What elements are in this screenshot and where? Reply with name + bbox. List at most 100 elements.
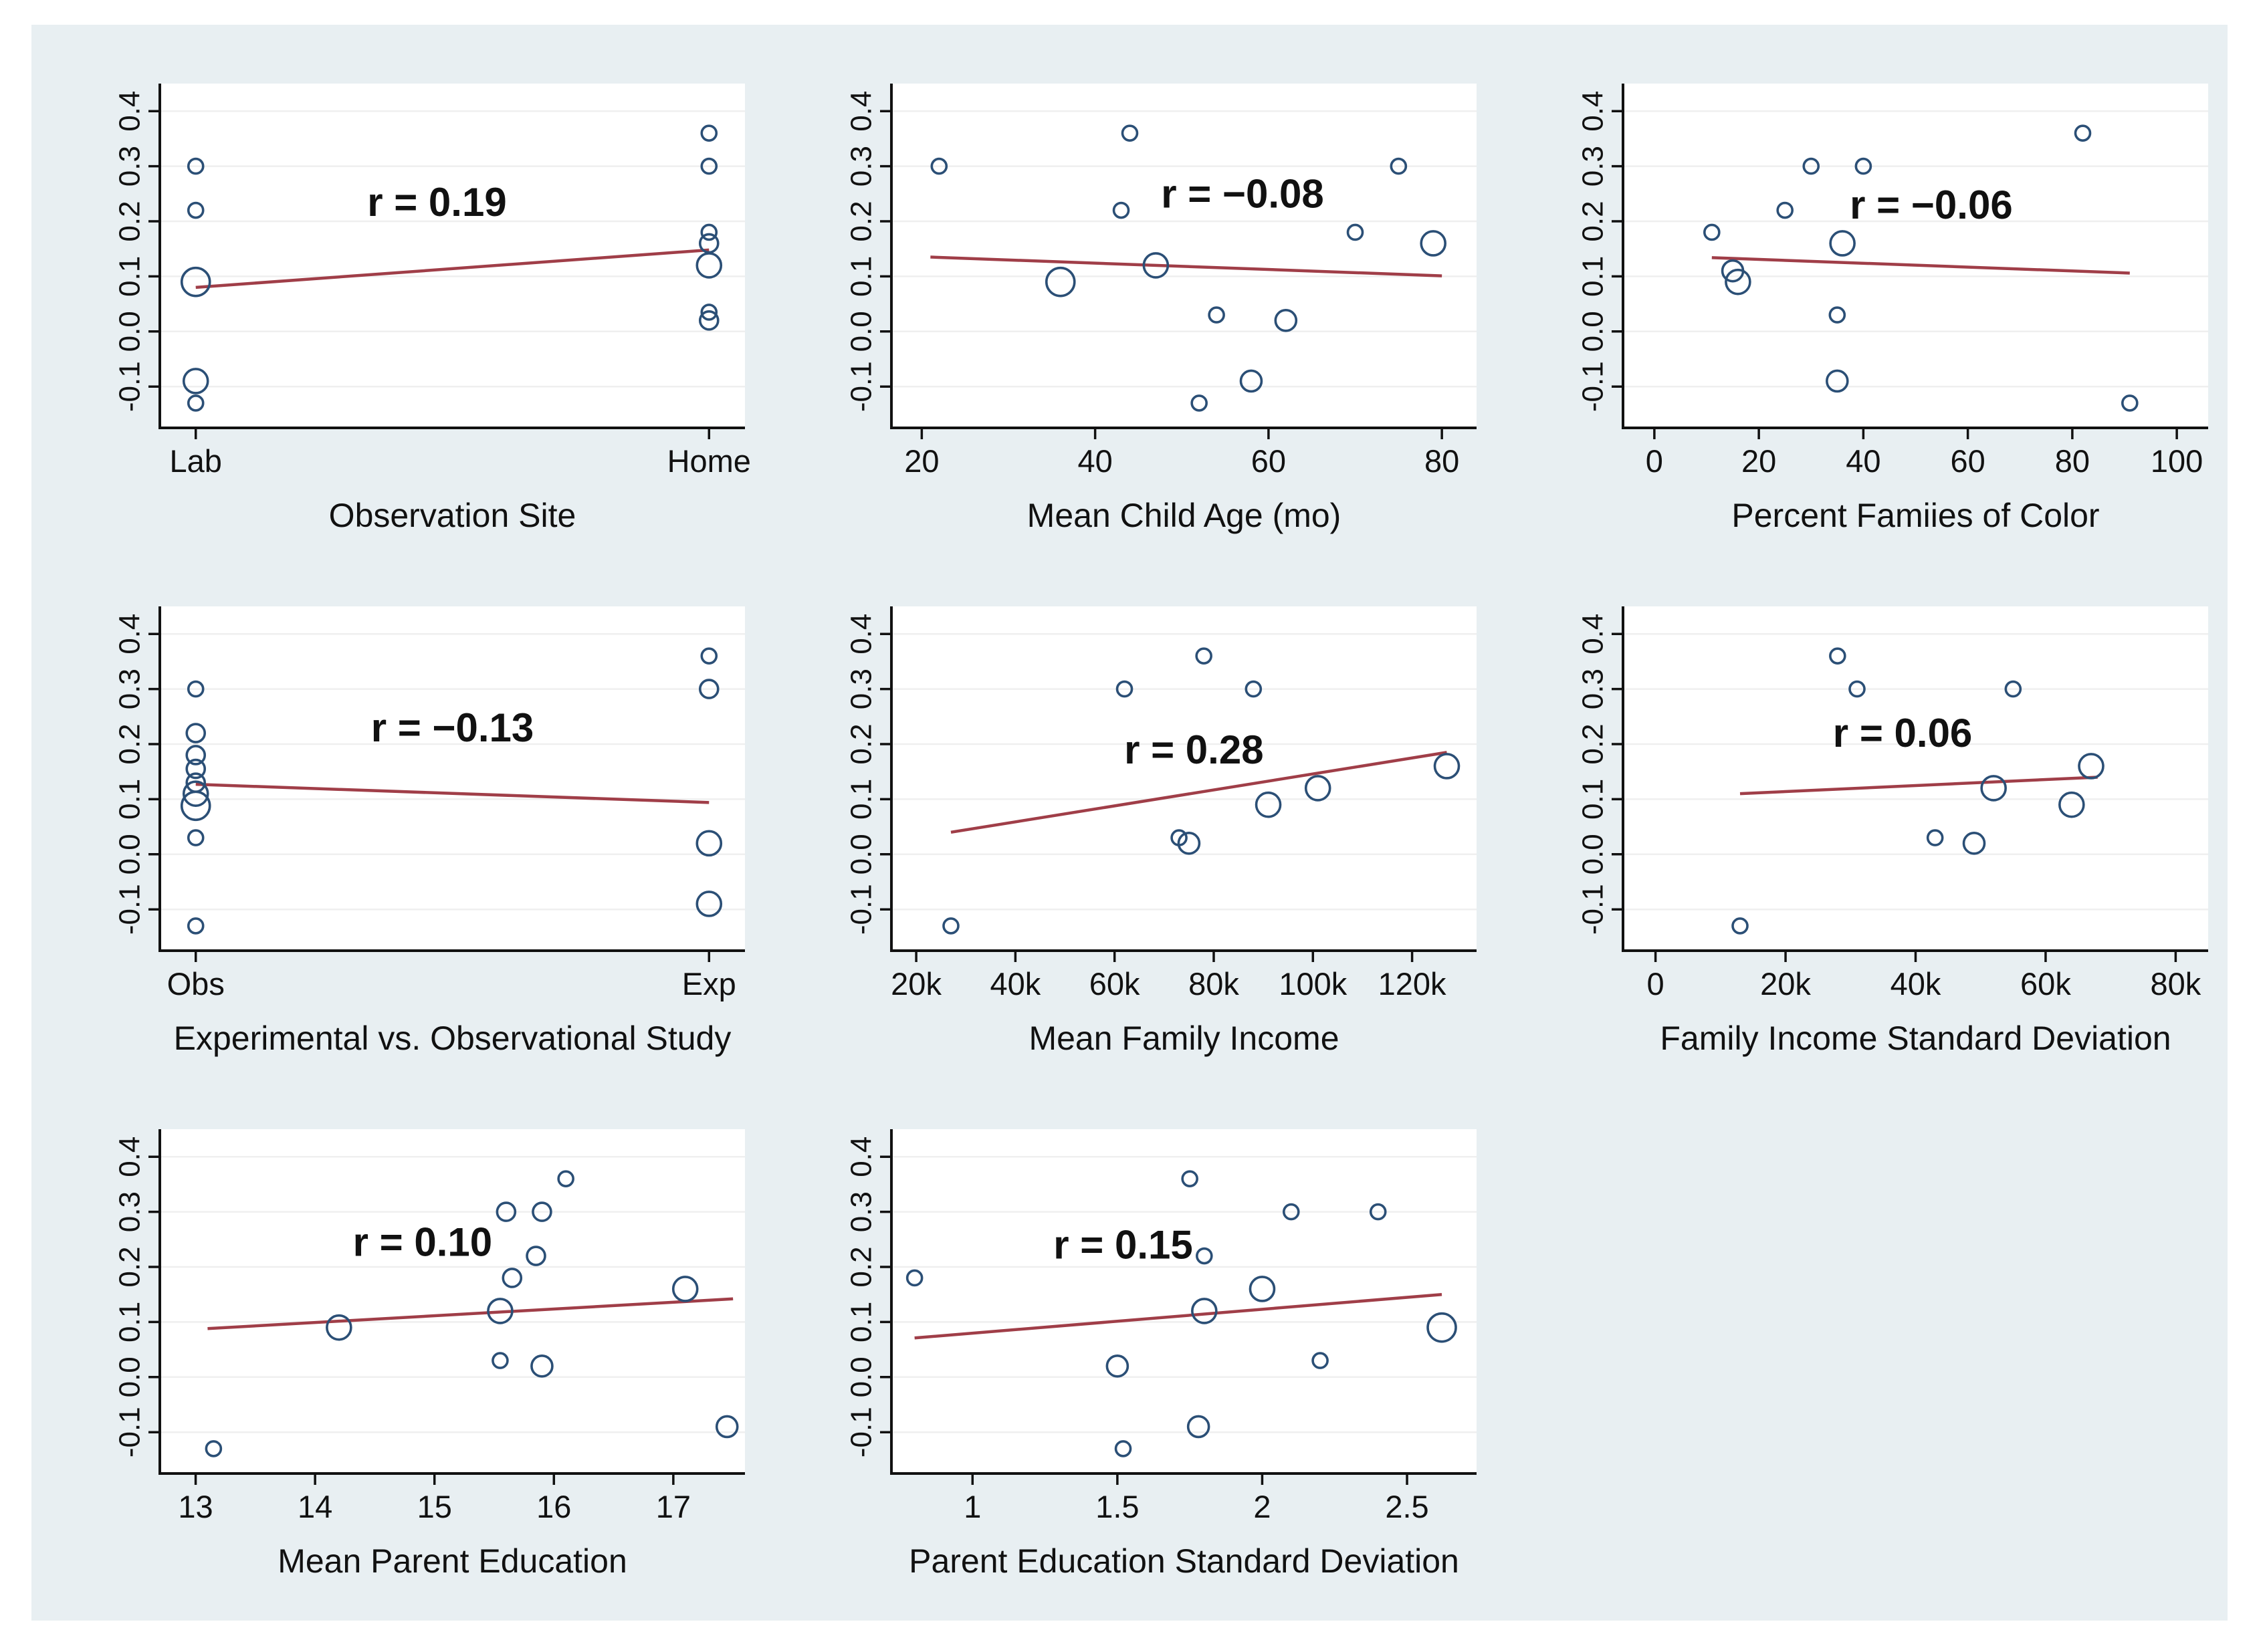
data-point xyxy=(1826,369,1849,393)
fit-line xyxy=(195,782,710,804)
data-point xyxy=(187,917,205,935)
y-tick-label: 0.0 xyxy=(114,311,146,352)
x-tick-label: 20 xyxy=(904,443,939,479)
y-tick-label: 0.3 xyxy=(845,146,878,187)
x-tick-label: 100k xyxy=(1279,966,1347,1001)
data-point xyxy=(1181,1170,1198,1187)
data-point xyxy=(1196,1247,1213,1265)
data-point xyxy=(930,157,948,175)
fit-line xyxy=(1711,256,2130,275)
x-tick-label: Exp xyxy=(682,966,736,1001)
scatter-plot: -0.1 0.0 0.1 0.2 0.3 0.4 Obs Exp r = −0.13 Experi… xyxy=(114,606,745,1057)
data-point xyxy=(187,157,205,175)
x-tick-label: 17 xyxy=(656,1489,691,1524)
data-point xyxy=(557,1170,574,1187)
y-tick-label: -0.1 xyxy=(114,884,146,935)
plot-area xyxy=(1623,84,2208,428)
data-point xyxy=(1045,266,1076,298)
x-tick-label: 80k xyxy=(2150,966,2201,1001)
data-point xyxy=(185,723,207,743)
r-label: r = 0.19 xyxy=(367,180,507,225)
y-tick-label: 0.0 xyxy=(1577,834,1610,874)
y-tick-label: -0.1 xyxy=(114,1407,146,1457)
x-tick-label: 60 xyxy=(1950,443,1985,479)
data-point xyxy=(2004,680,2022,698)
axis-line xyxy=(1622,84,2208,429)
r-label: r = 0.06 xyxy=(1833,711,1973,755)
y-tick-label: 0.4 xyxy=(114,1137,146,1177)
x-tick-label: Lab xyxy=(170,443,222,479)
plot-area xyxy=(160,84,745,428)
data-point xyxy=(1311,1352,1329,1369)
plot-mean-parent-education: -0.1 0.0 0.1 0.2 0.3 0.4 13 14 15 16 17 r = 0.10 Mea… xyxy=(46,1102,778,1625)
data-point xyxy=(492,1352,509,1369)
data-point xyxy=(1195,647,1212,665)
scatter-plot: -0.1 0.0 0.1 0.2 0.3 0.4 0 20 40 60 80 100 r = −0.06… xyxy=(1577,84,2208,534)
plot-area xyxy=(1623,606,2208,951)
figure-canvas: -0.1 0.0 0.1 0.2 0.3 0.4 Lab Home r = 0.19 Observ… xyxy=(31,25,2228,1621)
x-tick-label: 80 xyxy=(1424,443,1459,479)
axis-line xyxy=(1622,606,2208,952)
data-point xyxy=(205,1440,223,1457)
data-point xyxy=(1420,230,1446,257)
data-point xyxy=(1245,680,1263,698)
y-tick-label: 0.4 xyxy=(1577,91,1610,132)
data-point xyxy=(1731,917,1749,935)
y-tick-label: 0.1 xyxy=(845,1302,878,1342)
data-point xyxy=(1426,1312,1457,1343)
scatter-plot: -0.1 0.0 0.1 0.2 0.3 0.4 1 1.5 2 2.5 r = 0.15 Paren… xyxy=(845,1129,1477,1580)
y-tick-label: 0.0 xyxy=(1577,311,1610,352)
data-point xyxy=(695,891,723,917)
data-point xyxy=(1114,1440,1132,1457)
fit-line xyxy=(930,255,1442,277)
data-point xyxy=(1725,268,1751,296)
y-tick-label: 0.4 xyxy=(1577,614,1610,655)
y-tick-label: -0.1 xyxy=(845,361,878,412)
axis-line xyxy=(890,1129,1477,1475)
data-point xyxy=(1190,394,1208,412)
data-point xyxy=(700,647,718,665)
data-point xyxy=(185,758,207,780)
data-point xyxy=(1703,223,1721,241)
data-point xyxy=(1776,201,1794,219)
y-tick-label: -0.1 xyxy=(845,884,878,935)
data-point xyxy=(1802,157,1820,175)
data-point xyxy=(1142,252,1170,279)
data-point xyxy=(487,1298,514,1324)
y-tick-label: 0.1 xyxy=(845,779,878,820)
data-point xyxy=(1191,1298,1218,1324)
x-tick-label: Obs xyxy=(167,966,225,1001)
y-tick-label: 0.3 xyxy=(845,1191,878,1232)
data-point xyxy=(2058,791,2085,818)
y-tick-label: 0.4 xyxy=(845,1137,878,1177)
x-tick-label: 40k xyxy=(1891,966,1941,1001)
data-point xyxy=(700,304,718,321)
data-point xyxy=(695,252,723,279)
x-tick-label: 60k xyxy=(1089,966,1140,1001)
scatter-plot: -0.1 0.0 0.1 0.2 0.3 0.4 0 20k 40k 60k 80k r = 0.06… xyxy=(1577,606,2208,1057)
x-axis-title: Mean Family Income xyxy=(1029,1020,1339,1057)
axis-line xyxy=(158,84,745,429)
plots-grid: -0.1 0.0 0.1 0.2 0.3 0.4 Lab Home r = 0.19 Observ… xyxy=(31,25,2228,1625)
plot-percent-famiies-of-color: -0.1 0.0 0.1 0.2 0.3 0.4 0 20 40 60 80 100 r = −0.06… xyxy=(1509,57,2241,580)
plot-area xyxy=(891,84,1477,428)
data-point xyxy=(671,1276,699,1302)
data-point xyxy=(1962,832,1986,855)
x-tick-label: 60k xyxy=(2020,966,2071,1001)
y-tick-label: -0.1 xyxy=(1577,361,1610,412)
x-axis-title: Parent Education Standard Deviation xyxy=(909,1542,1459,1580)
data-point xyxy=(1249,1276,1276,1302)
plot-area xyxy=(891,1129,1477,1473)
x-axis-title: Experimental vs. Observational Study xyxy=(174,1020,732,1057)
data-point xyxy=(526,1246,546,1266)
x-tick-label: 0 xyxy=(1646,443,1663,479)
y-tick-label: -0.1 xyxy=(1577,884,1610,935)
x-tick-label: 1.5 xyxy=(1095,1489,1139,1524)
data-point xyxy=(1829,230,1856,257)
y-tick-label: 0.1 xyxy=(1577,779,1610,820)
x-tick-label: 2 xyxy=(1253,1489,1271,1524)
data-point xyxy=(1390,157,1408,175)
x-tick-label: 40 xyxy=(1846,443,1880,479)
x-tick-label: 80k xyxy=(1188,966,1239,1001)
